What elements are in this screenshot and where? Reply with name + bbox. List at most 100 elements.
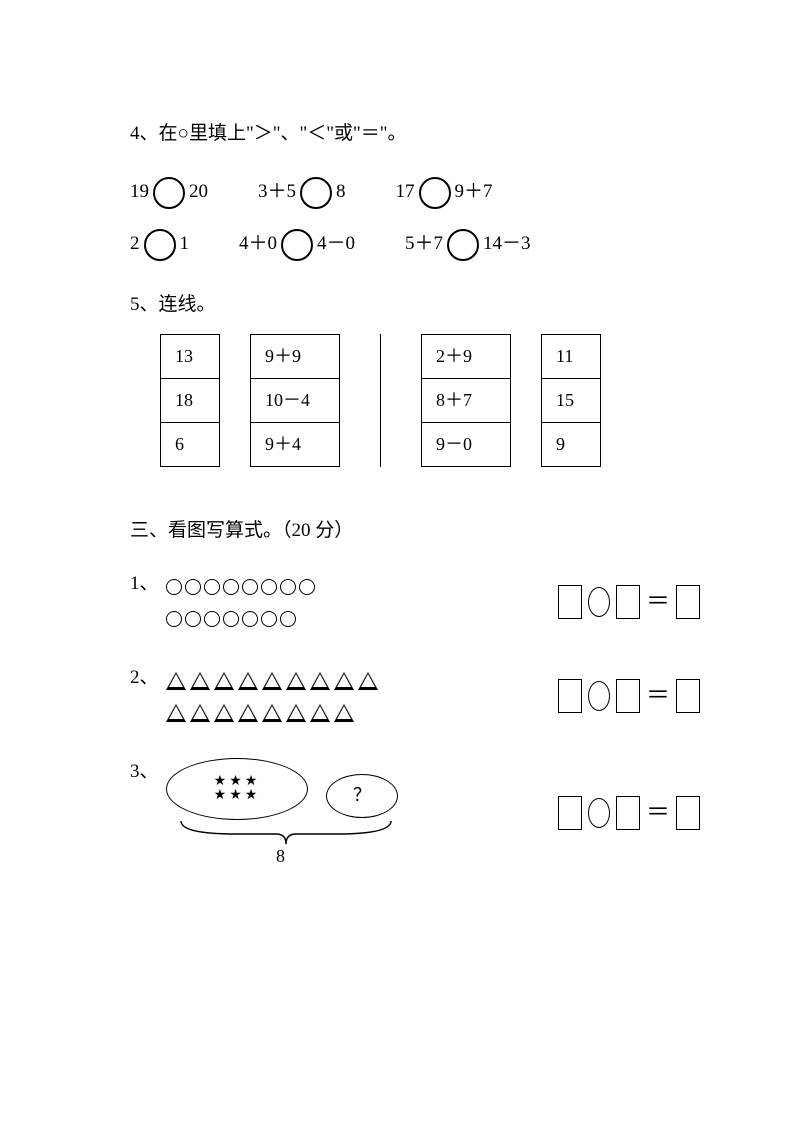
triangle-icon [238,672,258,690]
answer-circle[interactable] [153,177,185,209]
shape-row [166,570,558,602]
circle-icon [242,611,258,627]
answer-box[interactable] [616,585,640,619]
circle-icon [223,579,239,595]
match-cell: 2＋9 [422,335,511,379]
question-number: 1、 [130,570,166,599]
triangle-icon [190,672,210,690]
operand-left: 2 [130,230,140,259]
answer-box[interactable] [558,796,582,830]
circle-icon [280,579,296,595]
equation-template: ＝ [558,678,700,714]
shape-row [166,664,558,696]
equation-template: ＝ [558,584,700,620]
circle-icon [166,579,182,595]
compare-item: 19 20 [130,177,208,209]
compare-item: 3＋5 8 [258,177,346,209]
match-container: 13 18 6 9＋9 10－4 9＋4 2＋9 8＋7 9－0 11 15 9 [160,334,700,467]
q4-row2: 2 1 4＋0 4－0 5＋7 14－3 [130,229,700,261]
match-cell: 10－4 [251,379,340,423]
operand-left: 17 [396,178,415,207]
q4-title: 4、在○里填上"＞"、"＜"或"＝"。 [130,120,700,149]
operand-right: 1 [180,230,190,259]
shape-row [166,696,558,728]
star-row: ★★★ [214,789,261,803]
operator-circle[interactable] [588,587,610,617]
divider-line [380,334,381,467]
triangle-icon [262,704,282,722]
big-oval: ★★★ ★★★ [166,758,308,820]
picture-question-1: 1、 ＝ [130,570,700,634]
circle-icon [299,579,315,595]
match-cell: 11 [542,335,601,379]
total-label: 8 [276,843,285,870]
answer-circle[interactable] [144,229,176,261]
circle-icon [166,611,182,627]
triangle-icon [214,704,234,722]
circle-icon [204,579,220,595]
circle-icon [185,579,201,595]
circle-icon [204,611,220,627]
shape-row [166,602,558,634]
circle-icon [242,579,258,595]
operator-circle[interactable] [588,798,610,828]
answer-box[interactable] [558,679,582,713]
brace-icon [176,816,396,846]
triangle-icon [238,704,258,722]
circle-icon [223,611,239,627]
match-table-right-a: 2＋9 8＋7 9－0 [421,334,511,467]
answer-box[interactable] [558,585,582,619]
answer-box[interactable] [676,585,700,619]
equals-sign: ＝ [646,678,670,714]
circle-icon [261,579,277,595]
compare-item: 4＋0 4－0 [239,229,355,261]
match-cell: 6 [161,423,220,467]
answer-box[interactable] [616,679,640,713]
match-table-right-b: 11 15 9 [541,334,601,467]
triangle-icon [214,672,234,690]
triangle-icon [286,704,306,722]
compare-item: 17 9＋7 [396,177,493,209]
diagram-group: ★★★ ★★★ ？ 8 [166,758,558,868]
answer-box[interactable] [616,796,640,830]
triangle-icon [262,672,282,690]
q4-row1: 19 20 3＋5 8 17 9＋7 [130,177,700,209]
question-number: 3、 [130,758,166,787]
operand-right: 8 [336,178,346,207]
compare-item: 2 1 [130,229,189,261]
answer-circle[interactable] [281,229,313,261]
small-oval: ？ [326,774,398,818]
picture-question-3: 3、 ★★★ ★★★ ？ 8 ＝ [130,758,700,868]
match-cell: 15 [542,379,601,423]
match-cell: 18 [161,379,220,423]
circle-icon [185,611,201,627]
compare-item: 5＋7 14－3 [405,229,531,261]
match-table-left-a: 13 18 6 [160,334,220,467]
triangle-icon [190,704,210,722]
circle-icon [261,611,277,627]
match-cell: 9－0 [422,423,511,467]
operand-left: 19 [130,178,149,207]
answer-box[interactable] [676,679,700,713]
match-table-left-b: 9＋9 10－4 9＋4 [250,334,340,467]
circle-icon [280,611,296,627]
operand-right: 20 [189,178,208,207]
shapes-group [166,570,558,634]
triangle-icon [166,704,186,722]
operator-circle[interactable] [588,681,610,711]
oval-diagram: ★★★ ★★★ ？ 8 [166,758,426,868]
match-cell: 9＋9 [251,335,340,379]
equation-template: ＝ [558,795,700,831]
answer-circle[interactable] [419,177,451,209]
match-cell: 8＋7 [422,379,511,423]
triangle-icon [166,672,186,690]
answer-circle[interactable] [447,229,479,261]
section3-title: 三、看图写算式。（20 分） [130,517,700,546]
operand-right: 9＋7 [455,178,493,207]
triangle-icon [334,672,354,690]
equals-sign: ＝ [646,584,670,620]
answer-box[interactable] [676,796,700,830]
triangle-icon [310,672,330,690]
question-number: 2、 [130,664,166,693]
answer-circle[interactable] [300,177,332,209]
